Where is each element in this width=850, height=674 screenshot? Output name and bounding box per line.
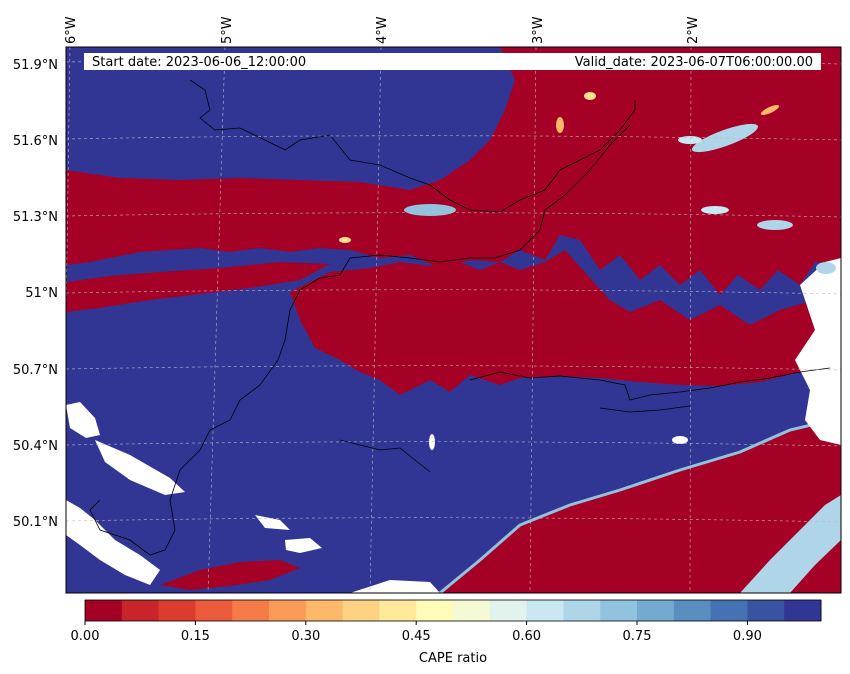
start-date-label: Start date: 2023-06-06_12:00:00 (92, 55, 306, 70)
nodata-patch-west (66, 402, 100, 438)
colorbar-tick-label: 0.00 (71, 629, 100, 644)
colorbar-swatch (673, 600, 712, 621)
colorbar-swatch (784, 600, 822, 621)
colorbar-swatch (342, 600, 380, 621)
colorbar-tick-label: 0.45 (402, 629, 431, 644)
colorbar-swatch (489, 600, 528, 621)
colorbar-swatch (710, 600, 748, 621)
colorbar-tick-label: 0.60 (512, 629, 541, 644)
nodata-patch-small (285, 538, 322, 553)
lat-label-50-7: 50.7°N (13, 363, 58, 378)
cape-low-region-central (290, 250, 841, 395)
lon-label-6w: 6°W (64, 16, 79, 44)
lat-label-51: 51°N (25, 286, 58, 301)
colorbar-swatch (158, 600, 196, 621)
lat-label-50-4: 50.4°N (13, 439, 58, 454)
colorbar-tick-label: 0.90 (733, 629, 762, 644)
lat-label-51-3: 51.3°N (13, 210, 58, 225)
cape-low-strip-south (160, 560, 300, 590)
colorbar-swatches (85, 600, 822, 621)
cape-low-region-north (66, 47, 841, 295)
colorbar-swatch (526, 600, 564, 621)
cape-transition-fringe-se (740, 495, 841, 593)
colorbar-swatch (453, 600, 491, 621)
colorbar-tick-label: 0.15 (181, 629, 210, 644)
nodata-patch-bottom (350, 580, 440, 593)
map-frame (65, 46, 842, 594)
coastlines (89, 79, 831, 556)
colorbar-swatch (269, 600, 307, 621)
colorbar-swatch (121, 600, 160, 621)
valid-date-label: Valid_date: 2023-06-07T06:00:00.00 (575, 55, 813, 70)
colorbar-swatch (416, 600, 454, 621)
nodata-patch-sw-streak (95, 440, 185, 495)
colorbar-label: CAPE ratio (419, 651, 487, 666)
map-panel: Start date: 2023-06-06_12:00:00 Valid_da… (66, 47, 841, 593)
nodata-patch-east (795, 258, 841, 445)
longitude-labels: 6°W 5°W 4°W 3°W 2°W (64, 16, 701, 44)
colorbar-tick-label: 0.75 (623, 629, 652, 644)
colorbar-tick-label: 0.30 (291, 629, 320, 644)
nodata-patch-se-streak (255, 515, 290, 530)
colorbar-swatch (600, 600, 638, 621)
cape-low-band-west (66, 262, 330, 312)
colorbar-swatch (637, 600, 675, 621)
cape-transition-fringe (439, 416, 841, 593)
colorbar-swatch (747, 600, 785, 621)
colorbar-swatch (85, 600, 123, 621)
date-banner (84, 53, 821, 70)
nodata-patch-southwest (66, 500, 160, 585)
lat-label-51-9: 51.9°N (13, 58, 58, 73)
cape-low-region-southeast (440, 418, 841, 593)
colorbar-ticks: 0.00 0.15 0.30 0.45 0.60 0.75 0.90 (71, 621, 762, 644)
convective-cells (339, 92, 836, 450)
colorbar-swatch (379, 600, 417, 621)
colorbar-swatch (305, 600, 344, 621)
colorbar-swatch (195, 600, 233, 621)
lon-label-4w: 4°W (375, 16, 390, 44)
colorbar-swatch (232, 600, 270, 621)
colorbar: 0.00 0.15 0.30 0.45 0.60 0.75 0.90 CAPE ratio (71, 599, 822, 666)
latitude-labels: 51.9°N 51.6°N 51.3°N 51°N 50.7°N 50.4°N … (13, 58, 58, 530)
colorbar-swatch (563, 600, 601, 621)
colorbar-frame (84, 599, 822, 622)
lon-label-2w: 2°W (686, 16, 701, 44)
lat-label-51-6: 51.6°N (13, 134, 58, 149)
lon-label-5w: 5°W (220, 16, 235, 44)
lon-label-3w: 3°W (531, 16, 546, 44)
lat-label-50-1: 50.1°N (13, 515, 58, 530)
